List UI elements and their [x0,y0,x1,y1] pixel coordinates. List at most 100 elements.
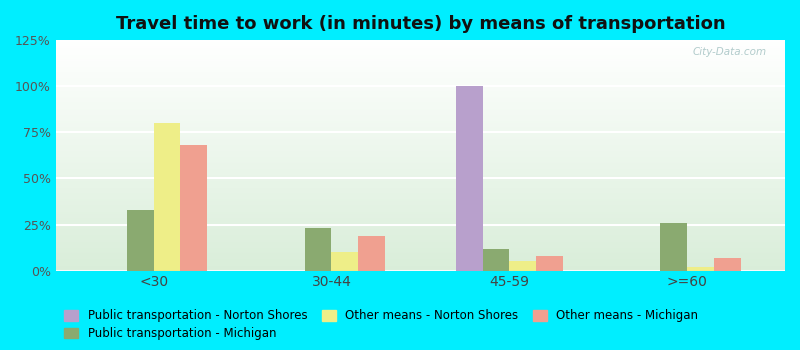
Bar [56,69,785,70]
Bar [56,242,785,243]
Bar [56,122,785,123]
Bar [56,210,785,211]
Bar [358,236,385,271]
Bar [56,54,785,55]
Bar [56,243,785,244]
Bar [56,264,785,265]
Bar [56,236,785,237]
Bar [56,68,785,69]
Bar [56,253,785,254]
Bar [56,97,785,98]
Bar [56,61,785,62]
Bar [331,252,358,271]
Bar [56,189,785,190]
Bar [56,143,785,144]
Bar [56,56,785,57]
Bar [56,235,785,236]
Bar [56,245,785,246]
Bar [56,119,785,120]
Bar [56,43,785,45]
Bar [56,249,785,250]
Bar [56,94,785,96]
Bar [56,100,785,101]
Bar [56,162,785,163]
Bar [56,169,785,170]
Bar [180,145,207,271]
Bar [56,82,785,83]
Bar [536,256,562,271]
Bar [56,83,785,84]
Bar [56,184,785,186]
Bar [56,109,785,110]
Bar [56,218,785,219]
Bar [56,84,785,85]
Bar [56,191,785,192]
Bar [56,198,785,199]
Bar [56,102,785,104]
Bar [56,46,785,47]
Bar [56,241,785,242]
Bar [56,114,785,115]
Bar [56,238,785,239]
Bar [56,183,785,184]
Bar [56,161,785,162]
Bar [56,231,785,233]
Bar [56,71,785,72]
Bar [56,50,785,52]
Bar [56,229,785,230]
Bar [482,248,510,271]
Bar [56,226,785,227]
Bar [56,80,785,82]
Bar [56,96,785,97]
Bar [56,117,785,119]
Bar [56,77,785,78]
Bar [56,57,785,58]
Bar [56,252,785,253]
Bar [56,197,785,198]
Bar [56,74,785,75]
Bar [56,192,785,194]
Bar [56,227,785,228]
Bar [56,76,785,77]
Bar [56,257,785,258]
Bar [56,79,785,80]
Bar [56,174,785,175]
Bar [56,222,785,223]
Bar [56,167,785,168]
Bar [56,72,785,74]
Bar [56,41,785,42]
Bar [56,144,785,145]
Bar [56,230,785,231]
Bar [56,155,785,156]
Bar [305,228,331,271]
Bar [56,147,785,148]
Bar [56,65,785,66]
Title: Travel time to work (in minutes) by means of transportation: Travel time to work (in minutes) by mean… [115,15,725,33]
Bar [56,104,785,105]
Bar [56,247,785,249]
Bar [56,182,785,183]
Bar [56,99,785,100]
Bar [56,98,785,99]
Bar [56,208,785,210]
Bar [56,258,785,259]
Bar [56,244,785,245]
Bar [56,219,785,220]
Bar [56,105,785,106]
Bar [56,93,785,94]
Bar [56,91,785,92]
Bar [56,141,785,143]
Bar [56,48,785,49]
Bar [56,166,785,167]
Bar [56,136,785,137]
Bar [56,246,785,247]
Bar [510,261,536,271]
Bar [56,86,785,88]
Bar [56,172,785,173]
Bar [56,220,785,221]
Bar [56,75,785,76]
Bar [56,112,785,113]
Bar [127,210,154,271]
Bar [56,160,785,161]
Bar [56,234,785,235]
